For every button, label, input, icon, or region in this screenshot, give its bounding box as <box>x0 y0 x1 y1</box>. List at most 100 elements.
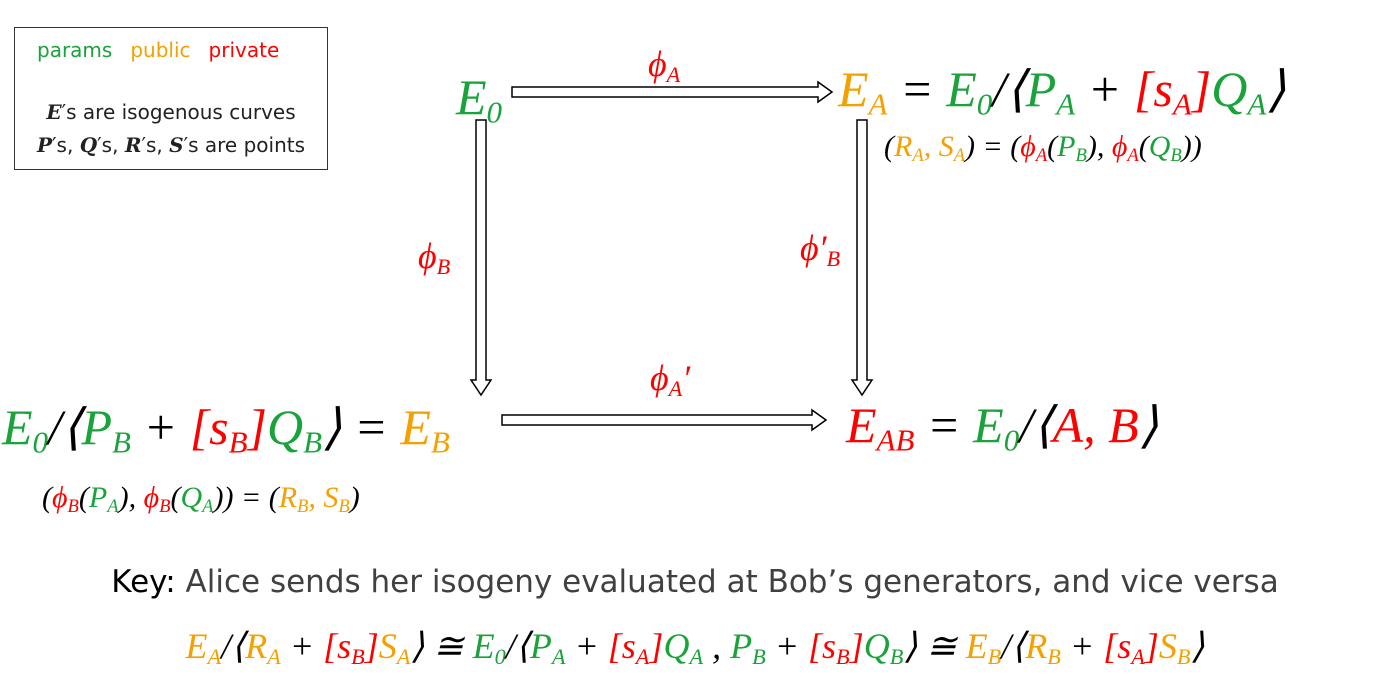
text-part: + <box>1060 626 1104 666</box>
text-part: /⟨ <box>992 61 1026 117</box>
text-part: ϕ <box>52 481 68 514</box>
text-part: P <box>529 626 552 666</box>
subscript: A <box>1035 145 1048 167</box>
arrow-phi-b-prime <box>850 119 874 397</box>
text-part: )) = ( <box>213 481 279 514</box>
text-part: = <box>914 397 974 453</box>
text-part: S <box>378 626 397 666</box>
subscript: A <box>1247 86 1267 122</box>
text-part: E <box>472 626 495 666</box>
text-part: ( <box>884 130 894 163</box>
text-part: ϕ <box>143 481 160 514</box>
legend-line: E′s are isogenous curves <box>15 100 327 124</box>
text-part: ϕ <box>1111 130 1128 163</box>
text-part: P <box>1025 61 1057 117</box>
subscript: A <box>868 86 888 122</box>
subscript: B <box>338 496 350 518</box>
text-part: S <box>1158 626 1177 666</box>
text-part: ′s, <box>141 133 170 157</box>
text-part: ] <box>247 399 268 455</box>
arrow-label: ϕA <box>648 46 680 87</box>
arrow-phi-a <box>511 80 834 104</box>
node-e0: E0 <box>456 72 502 128</box>
text-part: P <box>1057 130 1076 163</box>
legend-entry: private <box>208 38 280 62</box>
text-part: ⟩ <box>1138 397 1159 453</box>
text-part: + <box>1075 61 1134 117</box>
subscript: B <box>1047 644 1061 670</box>
text-part: ) <box>349 481 360 514</box>
text-part: ⟩ <box>1266 61 1286 117</box>
subscript: A <box>396 644 411 670</box>
text-part: Q <box>663 626 690 666</box>
text-part: E <box>185 626 208 666</box>
text-part: ] <box>849 626 864 666</box>
text-part: S <box>169 133 184 157</box>
text-part: E <box>946 61 977 117</box>
text-part: P <box>36 133 53 157</box>
text-part: [s <box>323 626 352 666</box>
text-part: E <box>2 399 33 455</box>
legend-entry: params <box>37 38 113 62</box>
node-eb-caption: (ϕB(PA), ϕB(QA)) = (RB, SB) <box>42 483 360 517</box>
text-part: E <box>965 626 988 666</box>
text-part: E <box>838 61 869 117</box>
text-part: ′s are points <box>183 133 306 157</box>
text-part: /⟨ <box>505 626 530 666</box>
text-part: P <box>81 399 112 455</box>
text-part: ] <box>1191 61 1212 117</box>
key-line: Key: Alice sends her isogeny evaluated a… <box>0 564 1390 600</box>
text-part: A, B <box>1052 397 1139 453</box>
subscript: B <box>836 644 850 670</box>
text-part: [s <box>1133 61 1173 117</box>
arrow-label: ϕ′B <box>800 230 840 271</box>
text-part: P <box>88 481 108 514</box>
subscript: A <box>551 644 566 670</box>
subscript: 0 <box>976 86 993 122</box>
text-part: ), <box>118 481 144 514</box>
text-part: ( <box>42 481 52 514</box>
subscript: 0 <box>32 424 49 460</box>
node-ea: EA = E0/⟨PA + [sA]QA⟩ <box>838 64 1286 120</box>
text-part: [s <box>808 626 837 666</box>
subscript: A <box>107 496 119 518</box>
text-part: Q <box>267 399 304 455</box>
text-part: Q <box>180 481 203 514</box>
text-part: [s <box>607 626 636 666</box>
text-part: ′ <box>682 358 691 398</box>
text-part: )) <box>1181 130 1202 163</box>
text-part: E <box>456 69 487 125</box>
subscript: A <box>953 145 966 167</box>
subscript: B <box>987 644 1002 670</box>
text-part: ′s are isogenous curves <box>61 100 296 124</box>
subscript: A <box>912 145 924 167</box>
text-part: R <box>245 626 268 666</box>
node-eb: E0/⟨PB + [sB]QB⟩ = EB <box>2 402 450 458</box>
subscript: A <box>668 376 683 402</box>
text-part: P <box>730 626 753 666</box>
subscript: 0 <box>1003 422 1020 458</box>
subscript: B <box>112 424 131 460</box>
text-part: R <box>278 481 298 514</box>
text-part: Q <box>863 626 890 666</box>
subscript: B <box>826 246 841 272</box>
legend: params public private E′s are isogenous cu… <box>14 27 328 170</box>
text-part: /⟨ <box>1019 397 1053 453</box>
text-part: ⟩ = <box>322 399 401 455</box>
subscript: A <box>1127 145 1139 167</box>
legend-entry: public <box>130 38 191 62</box>
text-part: ϕ <box>648 44 667 84</box>
legend-line: P′s, Q′s, R′s, S′s are points <box>15 133 327 157</box>
text-part: + <box>765 626 809 666</box>
text-part: , <box>703 626 731 666</box>
text-part: ( <box>1047 130 1058 163</box>
text-part: /⟨ <box>48 399 82 455</box>
text-part: ⟩ <box>1190 626 1205 666</box>
subscript: A <box>202 496 214 518</box>
subscript: B <box>1176 644 1191 670</box>
text-part: + <box>280 626 324 666</box>
text-part: + <box>130 399 190 455</box>
text-part: ( <box>78 481 89 514</box>
text-part: R <box>1025 626 1048 666</box>
